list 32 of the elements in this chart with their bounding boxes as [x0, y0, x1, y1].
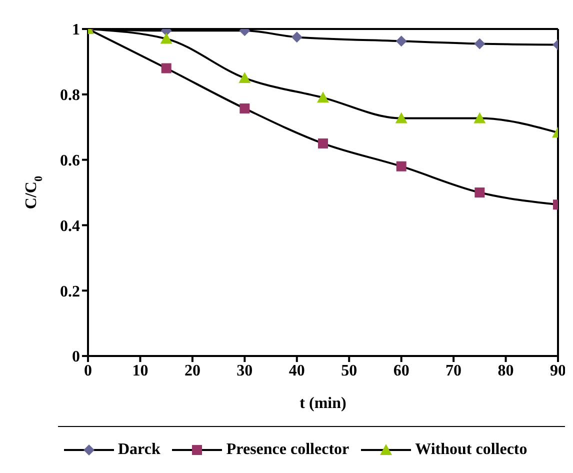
x-tick-label: 80	[498, 362, 514, 380]
x-tick-label: 10	[132, 362, 148, 380]
point	[317, 92, 329, 103]
legend-label: Darck	[118, 441, 160, 459]
y-tick-label: 1	[72, 22, 80, 39]
x-axis-title: t (min)	[300, 395, 346, 412]
point	[474, 112, 486, 124]
y-tick-label: 0	[72, 348, 80, 366]
y-tick-label: 0.4	[60, 218, 80, 235]
x-tick-label: 20	[184, 362, 200, 380]
point	[396, 36, 407, 47]
point	[474, 38, 486, 50]
point	[160, 32, 172, 44]
y-tick-label: 0.2	[60, 283, 80, 300]
point	[318, 138, 328, 148]
x-tick-label: 40	[288, 362, 305, 380]
legend-label: Presence collector	[226, 441, 350, 459]
x-tick-label: 60	[393, 362, 410, 380]
point	[240, 103, 250, 114]
point	[396, 161, 406, 172]
y-tick-label: 0.6	[60, 152, 80, 170]
x-tick-label: 50	[341, 362, 358, 380]
point	[161, 63, 172, 74]
legend-label: Without collecto	[415, 441, 528, 459]
point	[395, 112, 408, 124]
point	[474, 188, 485, 198]
x-tick-label: 0	[84, 362, 92, 380]
point	[291, 32, 302, 43]
y-tick-label: 0.8	[60, 87, 80, 104]
x-tick-label: 70	[446, 362, 462, 380]
x-tick-label: 30	[236, 362, 253, 380]
point	[238, 72, 251, 84]
